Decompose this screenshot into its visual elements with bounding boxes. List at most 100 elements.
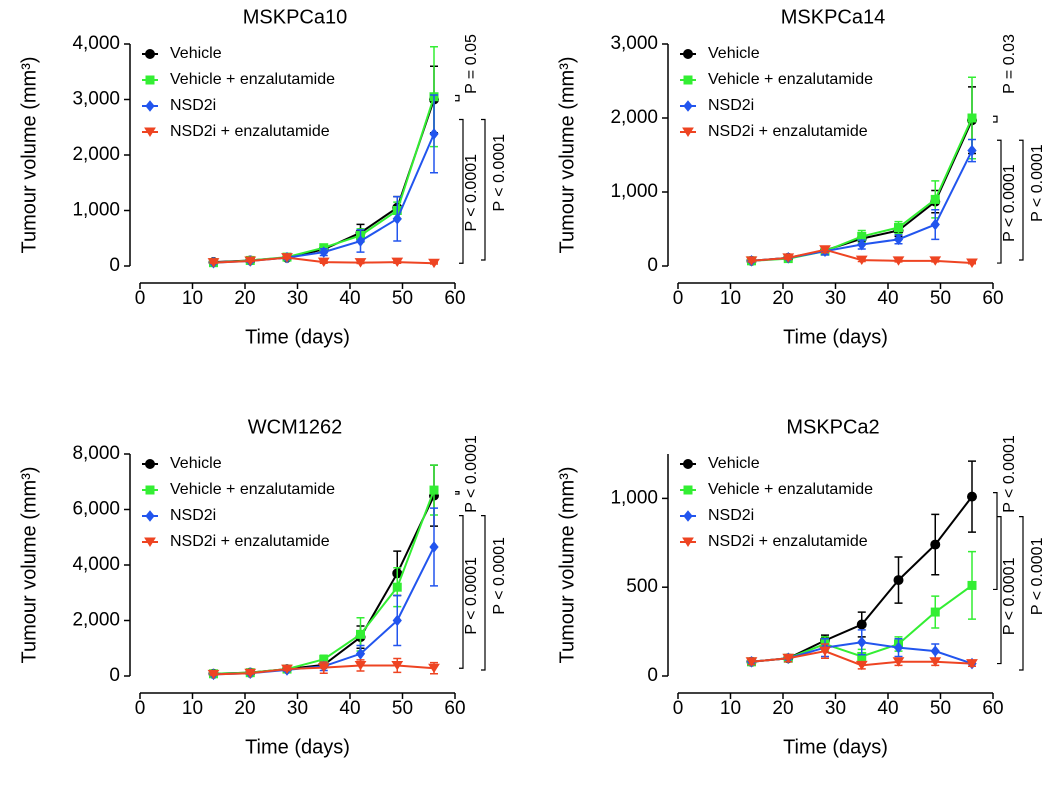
- x-tick-label: 60: [982, 698, 1003, 719]
- legend-label: Vehicle: [708, 45, 760, 62]
- marker: [144, 127, 156, 137]
- x-tick-label: 10: [720, 288, 741, 309]
- marker: [145, 485, 155, 495]
- marker: [319, 246, 329, 258]
- marker: [857, 238, 867, 251]
- x-tick-label: 10: [720, 698, 741, 719]
- marker: [392, 582, 402, 592]
- chart-title: WCM1262: [248, 416, 342, 438]
- legend-label: NSD2i: [170, 97, 216, 114]
- marker: [244, 256, 257, 266]
- legend-label: Vehicle + enzalutamide: [170, 71, 335, 88]
- marker: [930, 539, 941, 550]
- marker: [281, 664, 293, 675]
- legend-label: Vehicle + enzalutamide: [708, 481, 873, 498]
- x-tick-label: 60: [444, 288, 465, 309]
- legend-label: Vehicle + enzalutamide: [170, 481, 335, 498]
- marker: [317, 663, 330, 673]
- marker: [966, 659, 978, 669]
- legend-label: NSD2i + enzalutamide: [170, 123, 330, 140]
- chart-title: MSKPCa10: [243, 6, 348, 28]
- y-axis-label: Tumour volume (mm³): [556, 466, 578, 663]
- y-tick-label: 2,000: [610, 107, 658, 128]
- p-value: P < 0.0001: [1001, 557, 1018, 635]
- marker: [893, 641, 904, 654]
- p-value: P < 0.0001: [491, 134, 508, 212]
- marker: [145, 49, 155, 59]
- p-value: P < 0.0001: [463, 557, 480, 635]
- legend-label: NSD2i + enzalutamide: [708, 123, 868, 140]
- x-axis-label: Time (days): [783, 736, 888, 758]
- x-tick-label: 60: [444, 698, 465, 719]
- marker: [745, 657, 758, 667]
- marker: [892, 657, 905, 667]
- bracket: [459, 118, 464, 264]
- x-tick-label: 50: [392, 698, 413, 719]
- marker: [356, 629, 365, 639]
- y-axis-label: Tumour volume (mm³): [18, 466, 40, 663]
- legend-label: NSD2i: [708, 97, 754, 114]
- p-value: P = 0.05: [463, 34, 480, 94]
- bracket: [993, 492, 998, 591]
- y-tick-label: 4,000: [72, 554, 120, 575]
- x-tick-label: 0: [135, 698, 146, 719]
- bracket: [481, 118, 486, 261]
- marker: [683, 75, 693, 85]
- y-tick-label: 500: [626, 576, 658, 597]
- legend-label: NSD2i + enzalutamide: [708, 533, 868, 550]
- y-tick-label: 0: [647, 665, 658, 686]
- chart-title: MSKPCa2: [786, 416, 879, 438]
- x-tick-label: 20: [772, 698, 793, 719]
- y-tick-label: 2,000: [72, 144, 120, 165]
- y-tick-label: 8,000: [72, 443, 120, 464]
- series-line: [213, 96, 435, 264]
- y-tick-label: 2,000: [72, 610, 120, 631]
- marker: [207, 258, 220, 268]
- marker: [893, 575, 904, 586]
- x-tick-label: 30: [825, 698, 846, 719]
- legend-label: NSD2i: [708, 507, 754, 524]
- marker: [281, 253, 293, 263]
- p-value: P < 0.0001: [491, 537, 508, 615]
- x-axis-label: Time (days): [245, 736, 350, 758]
- marker: [819, 646, 831, 657]
- bracket: [997, 516, 1002, 665]
- p-value: P < 0.0001: [1001, 435, 1018, 513]
- marker: [391, 257, 404, 268]
- marker: [429, 541, 439, 553]
- p-value: P = 0.03: [1001, 34, 1018, 94]
- x-tick-label: 50: [930, 288, 951, 309]
- x-tick-label: 20: [234, 288, 255, 309]
- marker: [683, 485, 693, 495]
- legend-label: Vehicle: [708, 455, 760, 472]
- marker: [930, 607, 940, 617]
- marker: [317, 257, 330, 268]
- marker: [966, 258, 978, 268]
- y-tick-label: 1,000: [610, 181, 658, 202]
- marker: [683, 100, 693, 112]
- marker: [782, 653, 795, 664]
- legend-label: NSD2i + enzalutamide: [170, 533, 330, 550]
- bracket: [1019, 139, 1024, 261]
- marker: [429, 128, 439, 140]
- marker: [930, 645, 940, 657]
- x-tick-label: 0: [135, 288, 146, 309]
- bracket: [993, 115, 998, 123]
- x-tick-label: 60: [982, 288, 1003, 309]
- y-tick-label: 4,000: [72, 33, 120, 54]
- marker: [683, 459, 693, 469]
- y-axis-label: Tumour volume (mm³): [556, 56, 578, 253]
- x-tick-label: 0: [673, 698, 684, 719]
- x-tick-label: 40: [877, 288, 898, 309]
- marker: [145, 100, 155, 112]
- marker: [893, 233, 904, 246]
- p-value: P < 0.0001: [463, 435, 480, 513]
- y-tick-label: 0: [109, 255, 120, 276]
- marker: [392, 614, 402, 627]
- y-tick-label: 0: [647, 255, 658, 276]
- p-value: P < 0.0001: [1029, 144, 1046, 222]
- x-tick-label: 40: [339, 698, 360, 719]
- legend-label: NSD2i: [170, 507, 216, 524]
- marker: [145, 510, 155, 522]
